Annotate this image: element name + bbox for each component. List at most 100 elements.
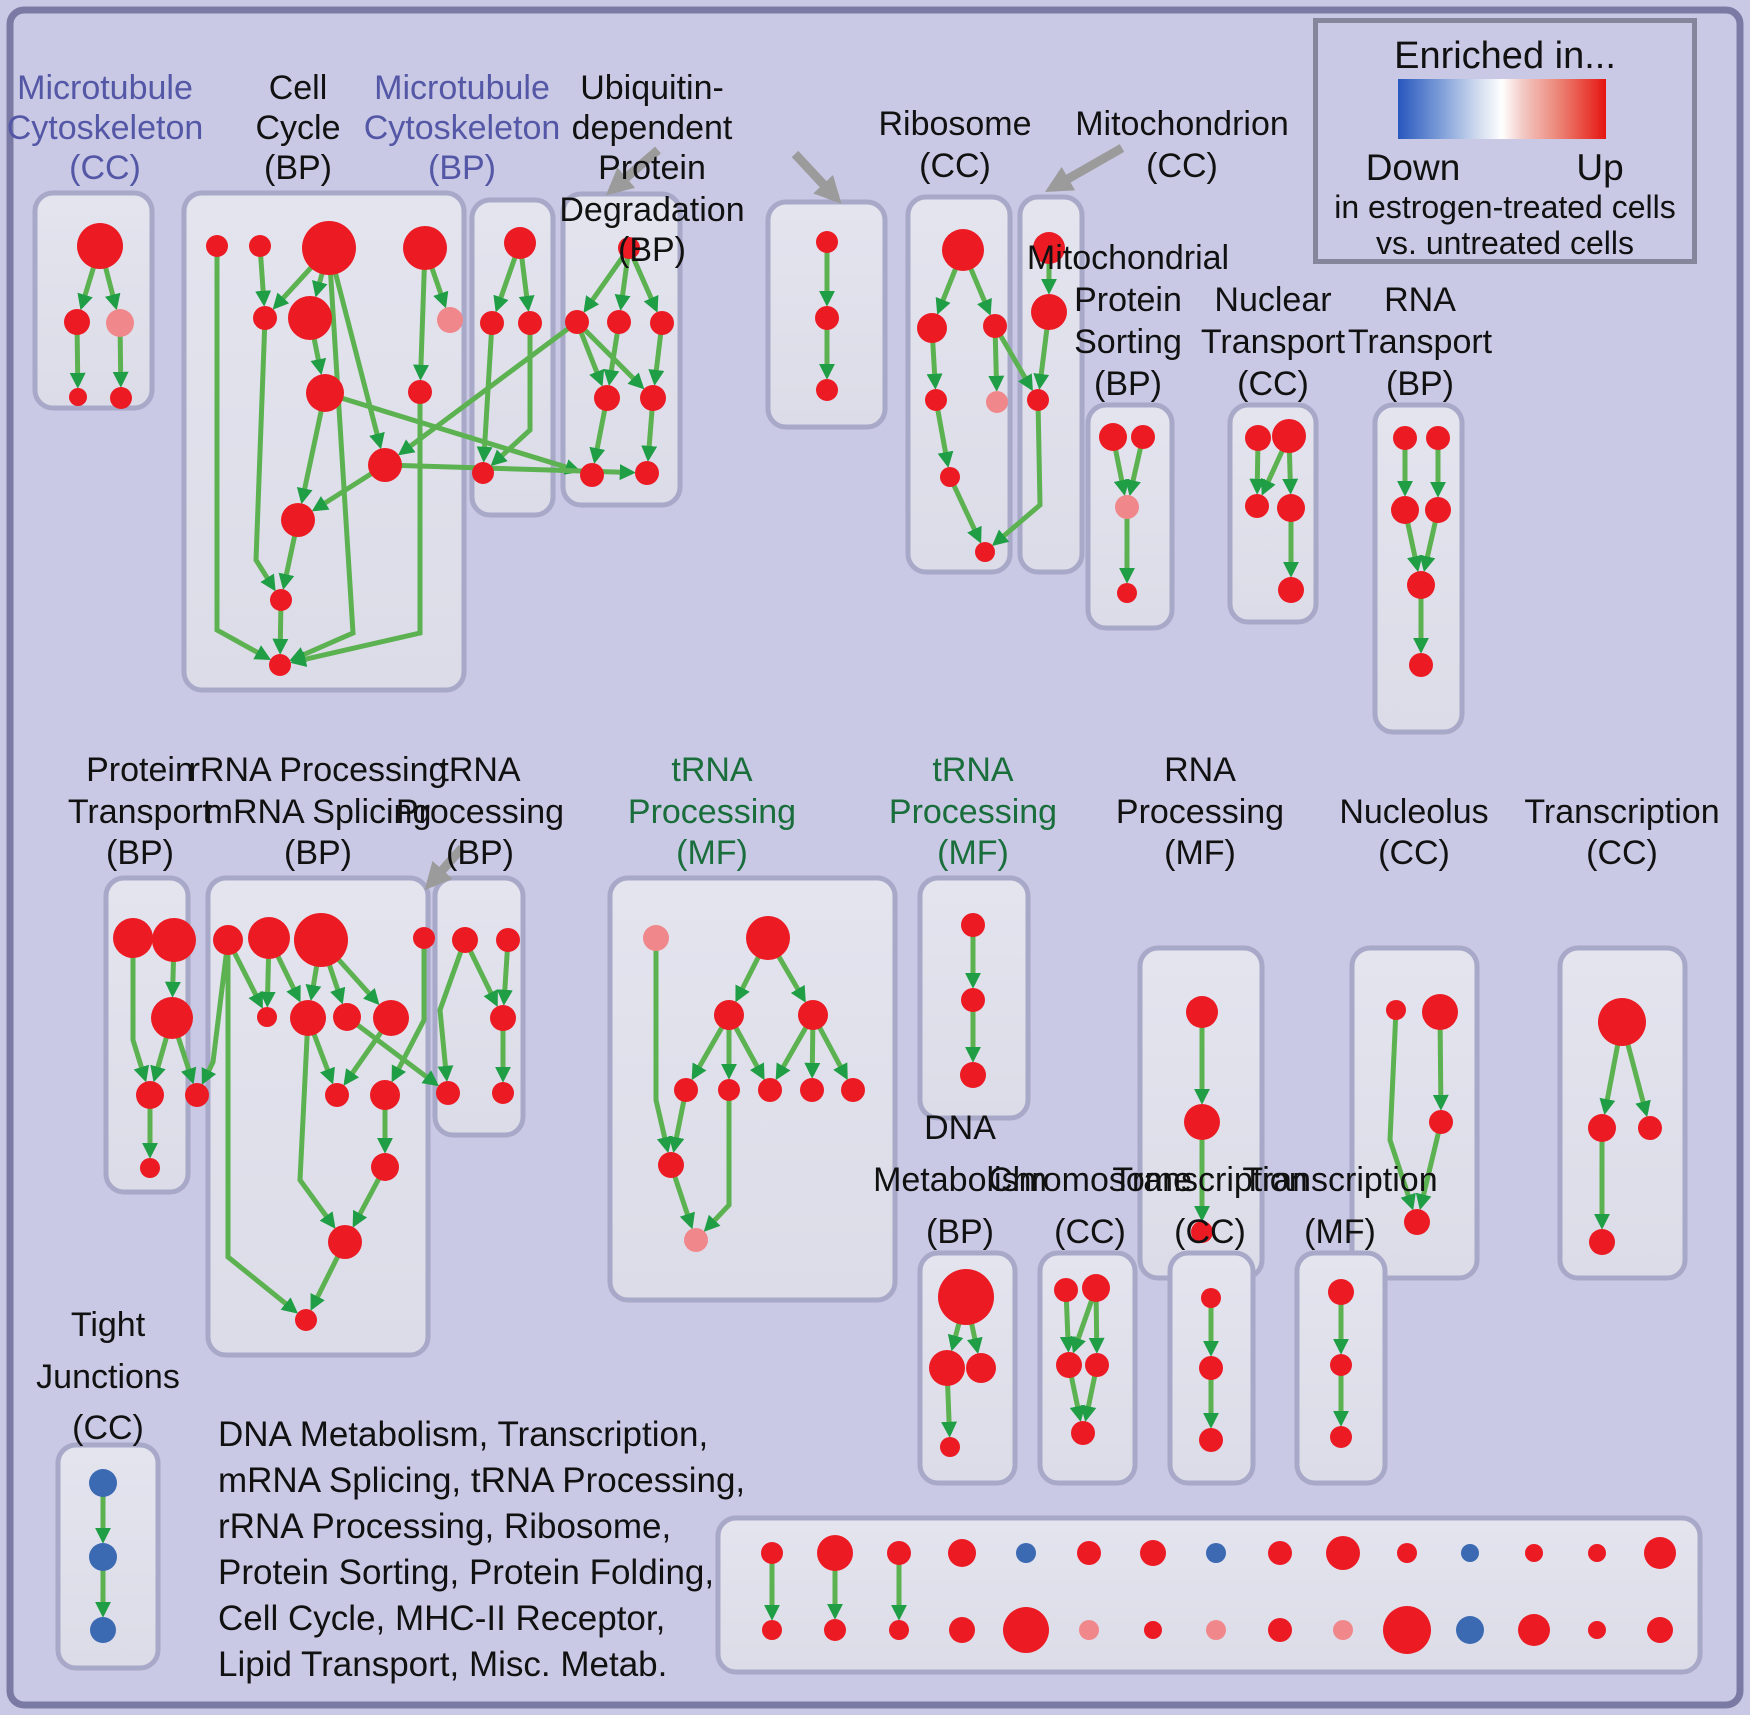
cell-cycle-bp-edge [289, 392, 423, 667]
go-term-node [436, 1081, 460, 1105]
go-term-node [403, 226, 447, 270]
legend-title: Enriched in... [1394, 35, 1616, 77]
go-term-node [1598, 998, 1646, 1046]
miscellaneous-terms-box [715, 1515, 1703, 1675]
label-pointer-arrow [424, 845, 466, 891]
go-term-node [718, 1079, 740, 1101]
go-term-node [1404, 1209, 1430, 1235]
go-term-node [294, 913, 348, 967]
trna-processing-bp-edge [437, 939, 468, 1082]
go-term-node [1330, 1426, 1352, 1448]
cell-cycle-bp-edge [326, 247, 385, 450]
go-term-node [816, 379, 838, 401]
go-term-node [1071, 1421, 1095, 1445]
go-term-node [1525, 1544, 1543, 1562]
go-term-node [1186, 996, 1218, 1028]
go-term-node [1277, 494, 1305, 522]
go-term-node [504, 227, 536, 259]
go-term-node [371, 1153, 399, 1181]
go-term-node [1588, 1544, 1606, 1562]
go-term-node [761, 1542, 783, 1564]
go-term-node [925, 389, 947, 411]
go-term-node [983, 314, 1007, 338]
go-term-node [518, 311, 542, 335]
go-term-node [1383, 1606, 1431, 1654]
go-term-node [113, 918, 153, 958]
go-term-node [1333, 1620, 1353, 1640]
go-term-node [472, 462, 494, 484]
go-term-node [1245, 494, 1269, 518]
go-term-node [1245, 425, 1271, 451]
go-term-node [1099, 423, 1127, 451]
go-term-node [940, 1437, 960, 1457]
nucleolus-cc-box [1349, 945, 1480, 1281]
go-term-node [1422, 994, 1458, 1030]
go-term-node [281, 503, 315, 537]
go-term-node [1199, 1428, 1223, 1452]
go-term-node [929, 1350, 965, 1386]
go-term-node [1589, 1229, 1615, 1255]
go-term-node [1054, 1278, 1078, 1302]
go-term-node [1206, 1620, 1226, 1640]
go-term-node [640, 385, 666, 411]
go-term-node [948, 1539, 976, 1567]
go-term-node [69, 388, 87, 406]
go-term-node [408, 380, 432, 404]
go-term-node [185, 1083, 209, 1107]
ubiquitin-degradation-bp-a-edge [575, 320, 645, 390]
nodes [64, 221, 1676, 1654]
nucleolus-cc-edge [1415, 1121, 1444, 1211]
go-term-node [1268, 1541, 1292, 1565]
go-term-node [714, 1000, 744, 1030]
go-term-node [1031, 294, 1067, 330]
go-term-node [800, 1078, 824, 1102]
go-term-node [1184, 1104, 1220, 1140]
legend-down-label: Down [1365, 147, 1461, 188]
go-term-node [490, 1005, 516, 1031]
rna-transport-bp-box [1372, 402, 1465, 735]
go-term-node [248, 917, 290, 959]
go-term-node [492, 1082, 514, 1104]
label-pointer-arrow [1044, 144, 1125, 193]
go-term-node [306, 374, 344, 412]
legend: Enriched in... Down Up in estrogen-treat… [1313, 18, 1697, 264]
go-term-node [249, 235, 271, 257]
go-term-node [413, 927, 435, 949]
go-term-node [1033, 232, 1065, 264]
go-term-node [206, 235, 228, 257]
go-term-node [798, 1000, 828, 1030]
ribosome-cc-box [905, 194, 1013, 575]
go-term-node [1644, 1537, 1676, 1569]
go-term-node [368, 448, 402, 482]
go-term-node [290, 1000, 326, 1036]
go-term-node [618, 237, 640, 259]
go-term-node [940, 467, 960, 487]
go-term-node [841, 1078, 865, 1102]
go-term-node [452, 927, 478, 953]
go-term-node [302, 221, 356, 275]
go-term-node [961, 988, 985, 1012]
go-term-node [580, 463, 604, 487]
trna-processing-mf-a-edge [703, 1090, 732, 1232]
go-term-node [1140, 1540, 1166, 1566]
go-term-node [89, 1469, 117, 1497]
go-term-node [257, 1007, 277, 1027]
go-term-node [1397, 1543, 1417, 1563]
go-term-node [288, 296, 332, 340]
go-term-node [986, 391, 1008, 413]
legend-gradient-bar [1398, 79, 1606, 139]
go-term-node [1201, 1288, 1221, 1308]
go-term-node [1085, 1353, 1109, 1377]
go-term-node [816, 231, 838, 253]
go-term-node [437, 307, 463, 333]
go-term-node [1326, 1536, 1360, 1570]
go-term-node [758, 1078, 782, 1102]
ubiquitin-degradation-bp-a-edge [583, 246, 632, 313]
go-term-node [1191, 1221, 1213, 1243]
nucleolus-cc-edge [1387, 1009, 1416, 1211]
go-term-node [746, 916, 790, 960]
protein-transport-bp-edge [130, 938, 150, 1083]
go-term-node [64, 309, 90, 335]
label-pointer-arrow [605, 146, 661, 196]
go-term-node [1268, 1618, 1292, 1642]
